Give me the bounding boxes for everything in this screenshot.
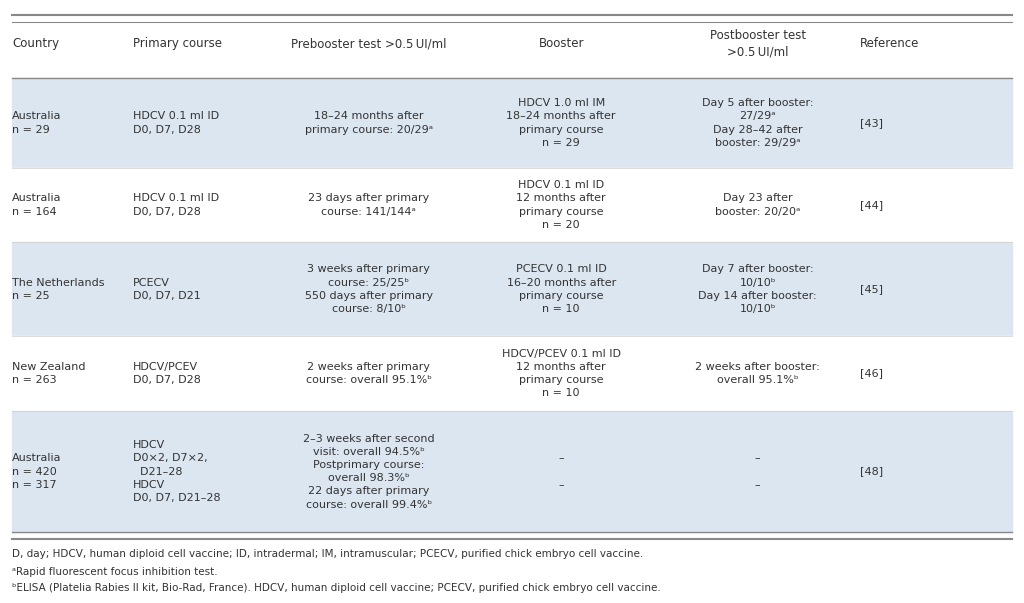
Text: HDCV 1.0 ml IM
18–24 months after
primary course
n = 29: HDCV 1.0 ml IM 18–24 months after primar… [507,98,615,148]
Text: HDCV 0.1 ml ID
D0, D7, D28: HDCV 0.1 ml ID D0, D7, D28 [133,112,219,134]
Bar [12,168,1012,242]
Text: The Netherlands
n = 25: The Netherlands n = 25 [12,277,104,301]
Text: [48]: [48] [860,467,884,476]
Text: –

–: – – [755,453,761,490]
Text: 18–24 months after
primary course: 20/29ᵃ: 18–24 months after primary course: 20/29… [304,112,433,134]
Bar [12,78,1012,168]
Text: HDCV 0.1 ml ID
12 months after
primary course
n = 20: HDCV 0.1 ml ID 12 months after primary c… [516,180,606,230]
Text: [45]: [45] [860,284,883,294]
Text: Australia
n = 29: Australia n = 29 [12,112,61,134]
Bar [12,411,1012,532]
Text: 2 weeks after primary
course: overall 95.1%ᵇ: 2 weeks after primary course: overall 95… [305,362,432,385]
Text: [46]: [46] [860,368,883,379]
Text: Day 5 after booster:
27/29ᵃ
Day 28–42 after
booster: 29/29ᵃ: Day 5 after booster: 27/29ᵃ Day 28–42 af… [702,98,813,148]
Text: Day 23 after
booster: 20/20ᵃ: Day 23 after booster: 20/20ᵃ [715,194,801,216]
Text: PCECV
D0, D7, D21: PCECV D0, D7, D21 [133,277,201,301]
Text: HDCV/PCEV 0.1 ml ID
12 months after
primary course
n = 10: HDCV/PCEV 0.1 ml ID 12 months after prim… [502,349,621,399]
Text: New Zealand
n = 263: New Zealand n = 263 [12,362,86,385]
Text: 2 weeks after booster:
overall 95.1%ᵇ: 2 weeks after booster: overall 95.1%ᵇ [695,362,820,385]
Text: Booster: Booster [539,37,584,50]
Text: –

–: – – [558,453,564,490]
Text: Postbooster test
>0.5 UI/ml: Postbooster test >0.5 UI/ml [710,29,806,58]
Text: Reference: Reference [860,37,920,50]
Text: D, day; HDCV, human diploid cell vaccine; ID, intradermal; IM, intramuscular; PC: D, day; HDCV, human diploid cell vaccine… [12,549,643,559]
Text: Primary course: Primary course [133,37,222,50]
Text: ᵇELISA (Platelia Rabies II kit, Bio-Rad, France). HDCV, human diploid cell vacci: ᵇELISA (Platelia Rabies II kit, Bio-Rad,… [12,583,662,593]
Bar [12,336,1012,411]
Text: Prebooster test >0.5 UI/ml: Prebooster test >0.5 UI/ml [291,37,446,50]
Text: HDCV
D0×2, D7×2,
  D21–28
HDCV
D0, D7, D21–28: HDCV D0×2, D7×2, D21–28 HDCV D0, D7, D21… [133,440,221,503]
Text: Day 7 after booster:
10/10ᵇ
Day 14 after booster:
10/10ᵇ: Day 7 after booster: 10/10ᵇ Day 14 after… [698,264,817,314]
Text: [43]: [43] [860,118,883,128]
Text: ᵃRapid fluorescent focus inhibition test.: ᵃRapid fluorescent focus inhibition test… [12,567,218,577]
Bar [12,242,1012,336]
Text: [44]: [44] [860,200,884,210]
Text: 23 days after primary
course: 141/144ᵃ: 23 days after primary course: 141/144ᵃ [308,194,429,216]
Text: Australia
n = 164: Australia n = 164 [12,194,61,216]
Text: HDCV 0.1 ml ID
D0, D7, D28: HDCV 0.1 ml ID D0, D7, D28 [133,194,219,216]
Text: 2–3 weeks after second
visit: overall 94.5%ᵇ
Postprimary course:
overall 98.3%ᵇ
: 2–3 weeks after second visit: overall 94… [303,434,434,510]
Text: Australia
n = 420
n = 317: Australia n = 420 n = 317 [12,453,61,490]
Text: Country: Country [12,37,59,50]
Text: PCECV 0.1 ml ID
16–20 months after
primary course
n = 10: PCECV 0.1 ml ID 16–20 months after prima… [507,264,615,314]
Text: 3 weeks after primary
course: 25/25ᵇ
550 days after primary
course: 8/10ᵇ: 3 weeks after primary course: 25/25ᵇ 550… [304,264,433,314]
Text: HDCV/PCEV
D0, D7, D28: HDCV/PCEV D0, D7, D28 [133,362,201,385]
